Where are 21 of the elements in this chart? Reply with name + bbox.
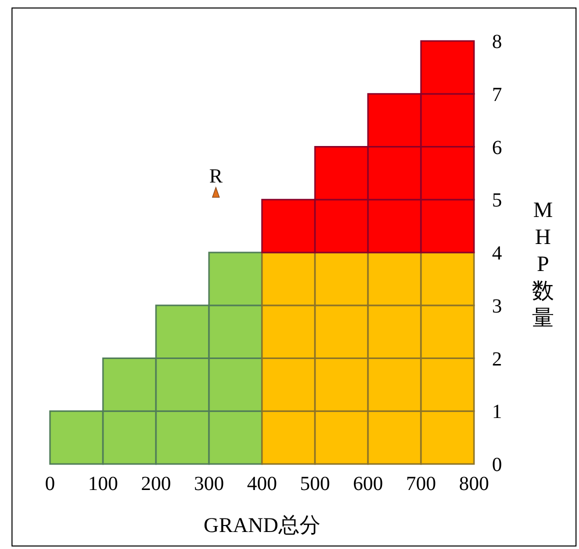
x-tick-label: 0: [45, 473, 55, 495]
y-tick-label: 8: [492, 31, 502, 53]
x-tick-label: 400: [247, 473, 277, 495]
y-tick-label: 5: [492, 190, 502, 212]
y-tick-label: 0: [492, 454, 502, 476]
y-tick-label: 1: [492, 401, 502, 424]
y-tick-label: 2: [492, 348, 502, 370]
x-tick-label: 500: [300, 473, 330, 495]
series-label: R: [209, 165, 224, 188]
y-axis-title: MHP数量: [532, 197, 554, 330]
x-tick-label: 600: [353, 473, 383, 495]
x-tick-label: 200: [141, 473, 171, 495]
x-axis-title: GRAND总分: [204, 513, 320, 537]
x-tick-label: 700: [406, 473, 436, 495]
y-tick-label: 7: [492, 84, 502, 106]
x-tick-label: 800: [459, 473, 489, 495]
y-tick-label: 6: [492, 136, 502, 159]
x-tick-label: 100: [88, 473, 118, 495]
x-tick-label: 300: [194, 473, 224, 495]
y-tick-label: 4: [492, 242, 502, 264]
y-tick-label: 3: [492, 295, 502, 318]
